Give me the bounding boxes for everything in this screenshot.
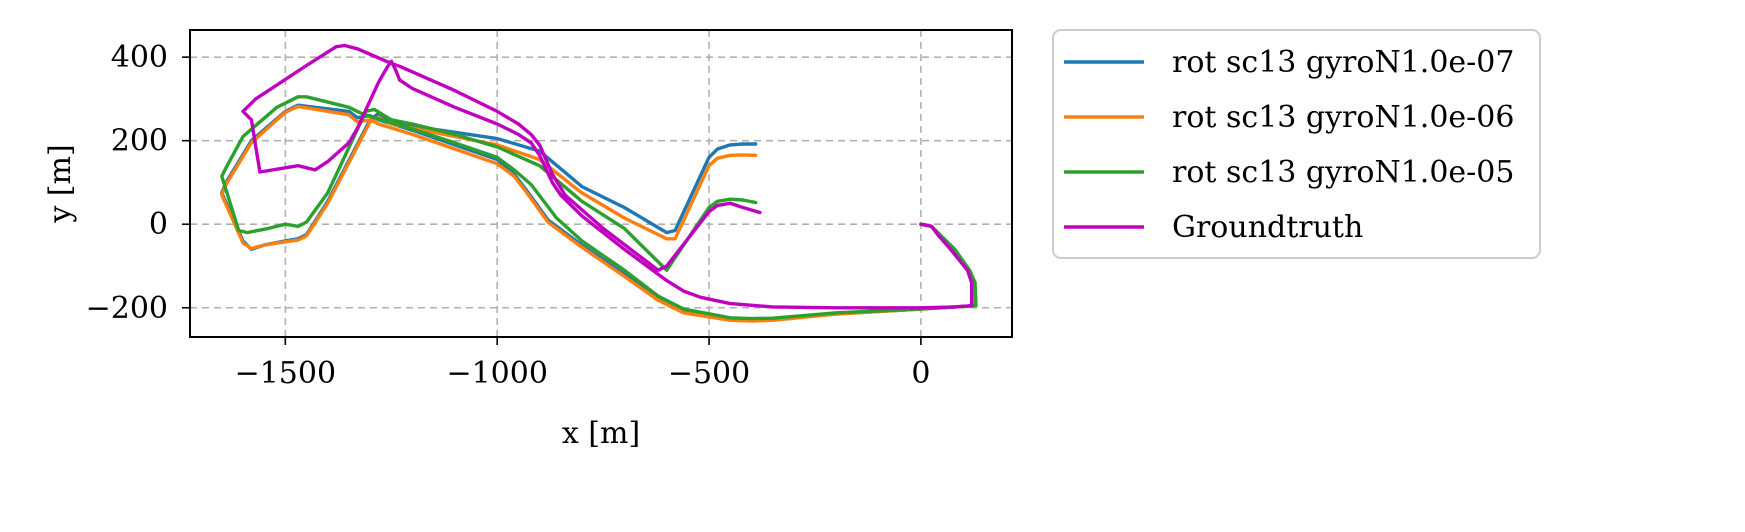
series-line-4 bbox=[241, 43, 974, 310]
legend-label-1: rot sc13 gyroN1.0e-07 bbox=[1172, 45, 1514, 80]
legend: rot sc13 gyroN1.0e-07 rot sc13 gyroN1.0e-… bbox=[1052, 29, 1541, 259]
y-axis-ticks: −200 0 200 400 bbox=[86, 40, 190, 326]
legend-label-2: rot sc13 gyroN1.0e-06 bbox=[1172, 100, 1514, 135]
series-line-2 bbox=[220, 104, 976, 323]
x-tick-label: −1000 bbox=[446, 356, 547, 391]
x-axis-ticks: −1500 −1000 −500 0 bbox=[235, 337, 930, 391]
series-layer bbox=[220, 43, 978, 323]
x-tick-label: −500 bbox=[668, 356, 750, 391]
y-tick-label: −200 bbox=[86, 291, 168, 326]
y-axis-label: y [m] bbox=[43, 144, 78, 223]
series-line-3 bbox=[220, 95, 978, 321]
plot-frame bbox=[189, 29, 1013, 338]
x-axis-label: x [m] bbox=[562, 416, 640, 451]
grid-lines bbox=[190, 30, 1012, 337]
x-tick-label: 0 bbox=[911, 356, 930, 391]
y-tick-label: 400 bbox=[111, 40, 168, 75]
legend-label-3: rot sc13 gyroN1.0e-05 bbox=[1172, 155, 1514, 190]
legend-box bbox=[1052, 29, 1541, 259]
legend-label-4: Groundtruth bbox=[1172, 210, 1363, 245]
x-tick-label: −1500 bbox=[235, 356, 336, 391]
y-tick-label: 0 bbox=[149, 207, 168, 242]
y-tick-label: 200 bbox=[111, 124, 168, 159]
